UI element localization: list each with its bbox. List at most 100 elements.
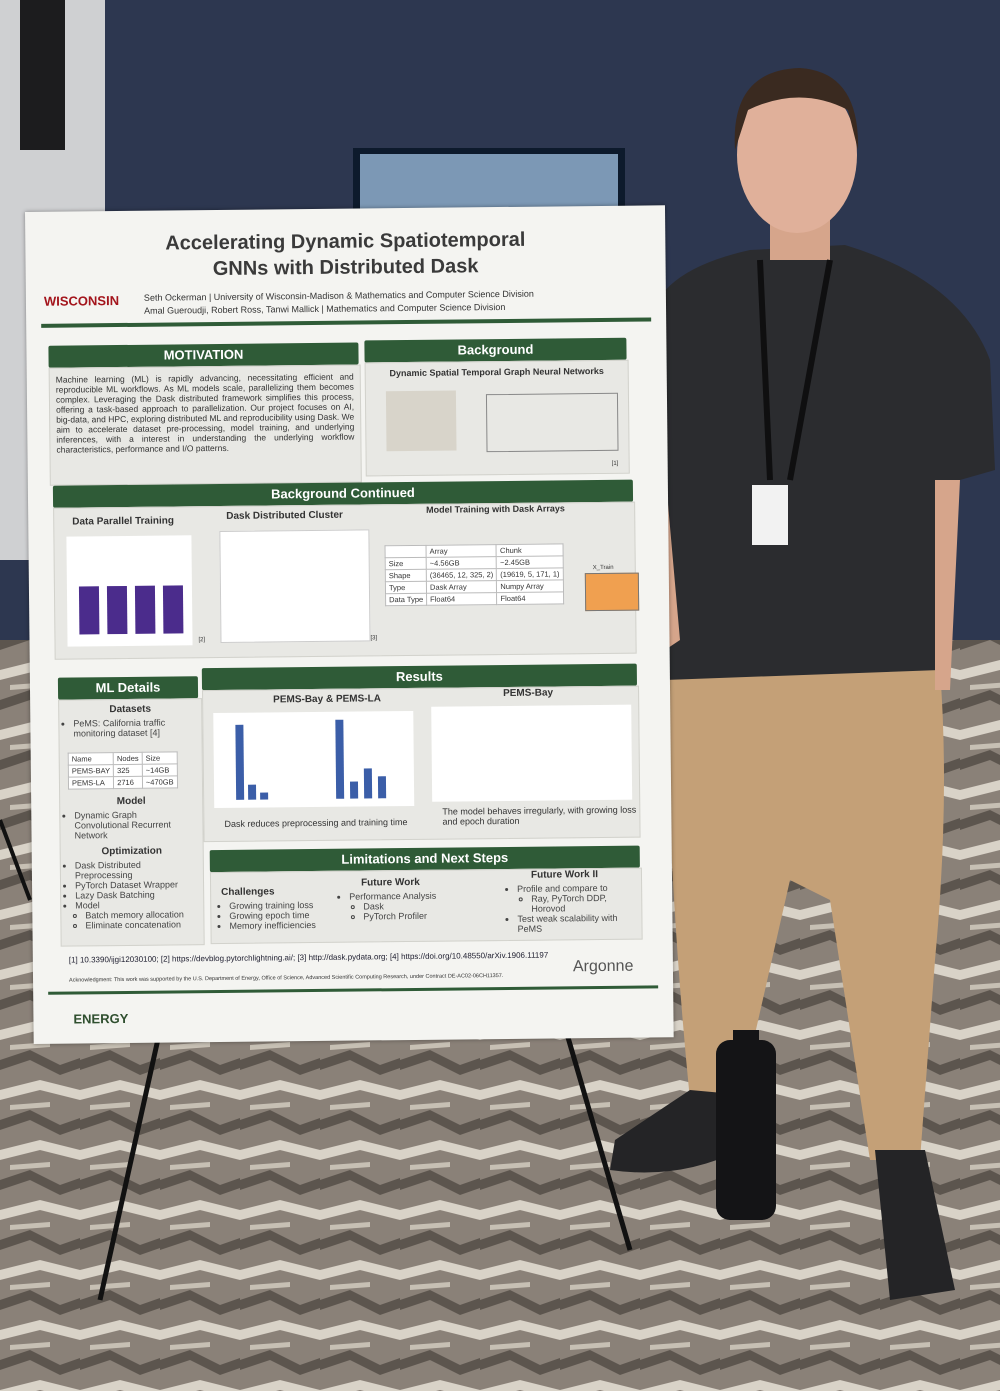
subheading: Dynamic Spatial Temporal Graph Neural Ne… (389, 365, 604, 379)
table-cell: ~4.56GB (426, 556, 497, 570)
speaker (20, 0, 65, 150)
results-chart (431, 704, 633, 802)
list-subitem: Eliminate concatenation (85, 919, 199, 930)
chart-bar (260, 792, 269, 800)
poster-title: Accelerating Dynamic Spatiotemporal GNNs… (25, 225, 666, 284)
chart-bar (377, 776, 387, 799)
subheading: Optimization (101, 845, 163, 858)
lanyard (757, 259, 833, 481)
table-cell: Type (385, 581, 427, 594)
subheading: Model Training with Dask Arrays (426, 503, 565, 515)
array-label: X_Train (592, 564, 614, 572)
subheading: Data Parallel Training (72, 515, 175, 528)
easel-leg (97, 1029, 163, 1301)
shoe (875, 1150, 955, 1300)
ml-details-box: Datasets PeMS: California traffic monito… (58, 698, 205, 947)
ref: [3] (370, 635, 378, 642)
list-item: Dynamic Graph Convolutional Recurrent Ne… (74, 809, 184, 841)
subheading: PEMS-Bay (503, 687, 554, 700)
array-figure (584, 572, 640, 612)
table-cell: 325 (113, 764, 143, 777)
easel-leg (557, 1009, 633, 1251)
energy-logo: ENERGY (73, 1010, 129, 1027)
shirt (645, 245, 995, 690)
figure-block (134, 585, 156, 634)
table-cell: Dask Array (426, 580, 497, 594)
chart-bar (235, 724, 245, 800)
shoe (610, 1090, 745, 1173)
table-cell: PEMS-LA (68, 776, 114, 790)
figure-block (78, 586, 100, 635)
subheading: Dask Distributed Cluster (226, 509, 343, 522)
title-line: GNNs with Distributed Dask (212, 255, 479, 281)
chart-bar (363, 768, 373, 799)
table-cell: Size (385, 557, 427, 570)
acknowledgment: Acknowledgment: This work was supported … (69, 973, 504, 984)
caption: The model behaves irregularly, with grow… (442, 804, 637, 827)
limitations-box: Challenges Growing training loss Growing… (209, 867, 643, 945)
table-cell: Size (142, 751, 177, 765)
poster: Accelerating Dynamic Spatiotemporal GNNs… (25, 205, 674, 1044)
results-box: PEMS-Bay & PEMS-LA PEMS-Bay Dask reduces… (202, 685, 641, 843)
section-heading: Background (364, 337, 627, 363)
argonne-logo: Argonne (572, 957, 634, 976)
table-cell: Float64 (496, 591, 564, 605)
results-chart (213, 710, 415, 809)
array-table: Array Chunk Size ~4.56GB ~2.45GB Shape (3646… (384, 543, 564, 607)
list-subitem: PyTorch Profiler (363, 911, 436, 922)
list-item: PeMS: California traffic monitoring data… (73, 717, 197, 739)
chart-bar (349, 781, 359, 799)
list-item: Performance Analysis (349, 891, 436, 902)
badge (752, 485, 788, 545)
ref: [1] (611, 460, 619, 467)
subheading: Future Work (360, 876, 420, 889)
table-header: Array (426, 544, 497, 558)
dataset-table: Name Nodes Size PEMS-BAY 325 ~14GB PEMS-LA 27… (67, 751, 178, 790)
list-subitem: Batch memory allocation (85, 909, 199, 920)
title-line: Accelerating Dynamic Spatiotemporal (165, 228, 526, 255)
table-cell: Shape (385, 569, 427, 582)
face (737, 77, 857, 233)
subheading: PEMS-Bay & PEMS-LA (273, 693, 381, 706)
table-cell: Float64 (426, 592, 498, 606)
graph-figure (485, 392, 619, 453)
logo: WISCONSIN (43, 293, 120, 309)
table-header: Chunk (496, 543, 563, 557)
list-item: Test weak scalability with PeMS (517, 913, 641, 934)
rule (48, 985, 659, 995)
table-cell: Name (68, 752, 114, 766)
subheading: Model (116, 795, 146, 808)
table-cell: ~2.45GB (496, 555, 563, 569)
ref: [2] (198, 637, 206, 644)
table-cell: Nodes (113, 752, 143, 765)
chart-bar (335, 719, 345, 799)
easel-leg (0, 819, 32, 901)
section-heading: ML Details (57, 676, 199, 700)
table-cell: (19619, 5, 171, 1) (496, 567, 564, 581)
references: [1] 10.3390/ijgi12030100; [2] https://de… (68, 950, 549, 965)
list-subitem: Ray, PyTorch DDP, Horovod (531, 893, 641, 914)
figure-block (162, 585, 184, 634)
rule (41, 317, 652, 328)
table-cell: ~470GB (142, 775, 178, 789)
author-line: Amal Gueroudji, Robert Ross, Tanwi Malli… (143, 301, 506, 316)
table-cell: PEMS-BAY (68, 764, 114, 778)
subheading: Challenges (221, 886, 275, 898)
bottle (716, 1040, 776, 1220)
table-cell: ~14GB (142, 763, 178, 777)
chart-bar (248, 784, 257, 800)
list-item: Dask Distributed Preprocessing (75, 859, 199, 881)
author-line: Seth Ockerman | University of Wisconsin-… (143, 288, 534, 303)
cluster-figure (219, 529, 371, 643)
list-item: Memory inefficiencies (229, 920, 315, 931)
subheading: Future Work II (530, 869, 599, 881)
bottle-cap (733, 1030, 759, 1050)
map-figure (385, 390, 457, 452)
data-parallel-figure (66, 535, 193, 647)
background-box: Dynamic Spatial Temporal Graph Neural Ne… (364, 359, 630, 477)
hair (734, 68, 859, 150)
table-cell: 2716 (113, 776, 143, 789)
caption: Dask reduces preprocessing and training … (224, 817, 408, 829)
figure-block (106, 585, 128, 635)
